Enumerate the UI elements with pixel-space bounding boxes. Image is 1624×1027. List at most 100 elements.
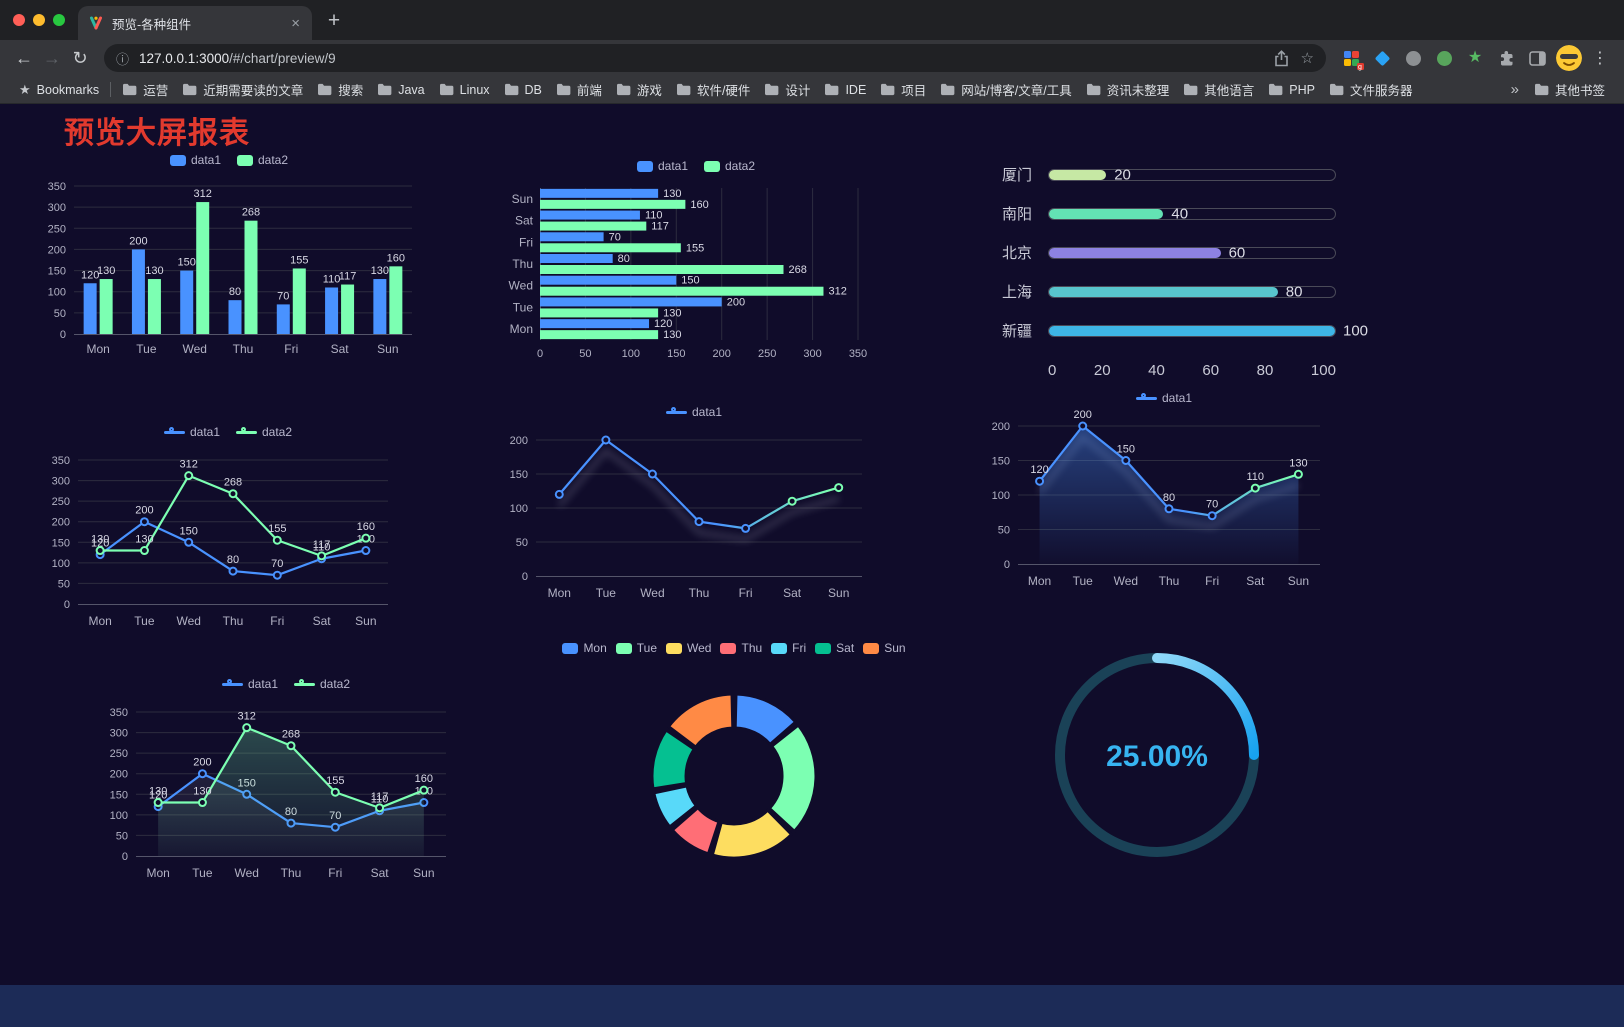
- legend-item[interactable]: data2: [294, 677, 350, 691]
- new-tab-button[interactable]: +: [327, 9, 341, 32]
- bookmark-folder[interactable]: Linux: [432, 78, 497, 101]
- extension-grid-icon[interactable]: g: [1342, 49, 1364, 71]
- bookmark-folder[interactable]: IDE: [817, 78, 873, 101]
- progress-value: 100: [1343, 322, 1369, 339]
- bookmarks-root[interactable]: ★ Bookmarks: [12, 80, 106, 100]
- legend-item[interactable]: data1: [665, 405, 722, 419]
- svg-text:Fri: Fri: [1205, 574, 1219, 588]
- pie-slice[interactable]: [710, 808, 794, 860]
- pie-slice[interactable]: [733, 692, 798, 746]
- bookmark-folder[interactable]: 设计: [757, 78, 817, 101]
- legend-item[interactable]: data1: [636, 159, 688, 173]
- svg-text:150: 150: [110, 789, 128, 801]
- side-panel-icon[interactable]: [1528, 49, 1546, 67]
- browser-tab[interactable]: 预览-各种组件 ×: [78, 6, 312, 40]
- pie-slice[interactable]: [667, 692, 735, 749]
- extension-green-star-icon[interactable]: ★: [1467, 49, 1483, 66]
- legend-item[interactable]: data1: [1135, 391, 1193, 405]
- legend-item[interactable]: Tue: [615, 641, 657, 655]
- legend-item[interactable]: Fri: [771, 641, 806, 655]
- bookmark-folder[interactable]: 软件/硬件: [669, 78, 757, 101]
- site-info-icon[interactable]: ⓘ: [116, 51, 130, 67]
- reload-button[interactable]: ↻: [72, 47, 88, 68]
- bookmark-star-icon[interactable]: ☆: [1300, 50, 1314, 67]
- bookmark-folder[interactable]: 文件服务器: [1322, 78, 1420, 101]
- bookmark-folder[interactable]: DB: [497, 78, 549, 101]
- svg-text:350: 350: [849, 348, 867, 360]
- bookmark-folder[interactable]: PHP: [1261, 78, 1322, 101]
- legend-item[interactable]: Wed: [666, 641, 711, 655]
- legend-label: data1: [657, 159, 688, 173]
- legend-item[interactable]: Mon: [562, 641, 607, 655]
- legend-label: data1: [1161, 391, 1193, 405]
- pie-slice[interactable]: [767, 723, 818, 833]
- legend-marker: [704, 160, 720, 172]
- bookmark-folder[interactable]: 游戏: [609, 78, 669, 101]
- bookmark-folder[interactable]: 搜索: [310, 78, 370, 101]
- legend-item[interactable]: data1: [163, 425, 220, 439]
- bookmarks-separator: [110, 82, 112, 97]
- bookmark-folder[interactable]: Java: [370, 78, 431, 101]
- bookmark-folder[interactable]: 其他语言: [1176, 78, 1261, 101]
- window-close-button[interactable]: [13, 14, 25, 26]
- pie-slice[interactable]: [650, 728, 696, 791]
- svg-text:300: 300: [803, 348, 821, 360]
- legend-label: data1: [247, 677, 278, 691]
- legend-marker: [562, 642, 579, 654]
- pie-slice[interactable]: [652, 784, 698, 829]
- progress-row: 厦门 20: [1002, 155, 1366, 194]
- svg-text:50: 50: [116, 830, 128, 842]
- svg-text:Thu: Thu: [512, 257, 533, 271]
- bookmarks-overflow-chevron[interactable]: »: [1510, 81, 1519, 98]
- browser-menu-icon[interactable]: ⋮: [1592, 50, 1608, 67]
- svg-text:200: 200: [727, 296, 745, 308]
- legend-item[interactable]: data1: [169, 153, 221, 167]
- folder-icon: [941, 83, 955, 96]
- bookmark-folder[interactable]: 资讯未整理: [1079, 78, 1177, 101]
- svg-text:110: 110: [1247, 471, 1265, 483]
- legend-item[interactable]: data2: [236, 425, 292, 439]
- bookmark-folder[interactable]: 网站/博客/文章/工具: [933, 78, 1078, 101]
- progress-track: 100: [1048, 322, 1368, 339]
- tab-close-icon[interactable]: ×: [291, 14, 300, 32]
- extension-blue-diamond-icon[interactable]: [1373, 49, 1391, 67]
- legend-item[interactable]: data1: [221, 677, 278, 691]
- extensions-row: g ★: [1342, 49, 1546, 71]
- bookmark-folder[interactable]: 前端: [549, 78, 609, 101]
- svg-text:50: 50: [516, 537, 528, 549]
- bookmark-folder[interactable]: 运营: [115, 78, 175, 101]
- svg-text:Mon: Mon: [1028, 574, 1051, 588]
- legend-marker: [1135, 393, 1157, 403]
- svg-text:130: 130: [663, 188, 681, 200]
- extension-green-circle-icon[interactable]: [1435, 49, 1453, 67]
- legend-item[interactable]: data2: [237, 153, 288, 167]
- svg-text:Mon: Mon: [548, 586, 571, 600]
- address-bar[interactable]: ⓘ 127.0.0.1:3000/#/chart/preview/9 ☆: [104, 44, 1326, 72]
- progress-fill: [1049, 286, 1278, 297]
- bookmark-folder-label: 近期需要读的文章: [203, 84, 304, 98]
- share-icon[interactable]: [1274, 49, 1289, 67]
- profile-avatar[interactable]: [1556, 45, 1582, 71]
- extension-gray-circle-icon[interactable]: [1404, 49, 1422, 67]
- legend-label: Fri: [792, 641, 807, 655]
- svg-text:120: 120: [91, 538, 109, 550]
- svg-text:120: 120: [81, 269, 99, 281]
- legend-marker: [169, 154, 186, 166]
- legend-item[interactable]: Sun: [863, 641, 906, 655]
- window-zoom-button[interactable]: [53, 14, 65, 26]
- other-bookmarks[interactable]: 其他书签: [1527, 78, 1612, 101]
- bookmark-folder[interactable]: 近期需要读的文章: [175, 78, 310, 101]
- legend-item[interactable]: Thu: [720, 641, 762, 655]
- pie-slice[interactable]: [670, 806, 721, 856]
- back-button[interactable]: ←: [15, 47, 33, 68]
- window-minimize-button[interactable]: [33, 14, 45, 26]
- legend-item[interactable]: data2: [704, 159, 755, 173]
- url-host: 127.0.0.1:3000: [139, 50, 230, 66]
- bookmark-folder[interactable]: 项目: [873, 78, 933, 101]
- legend-marker: [294, 679, 315, 689]
- legend-item[interactable]: Sat: [815, 641, 854, 655]
- svg-text:150: 150: [52, 537, 70, 549]
- forward-button[interactable]: →: [43, 47, 61, 68]
- extensions-puzzle-icon[interactable]: [1497, 49, 1515, 67]
